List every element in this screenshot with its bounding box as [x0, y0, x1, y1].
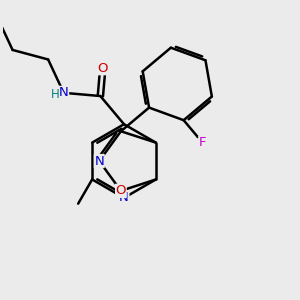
- Text: N: N: [59, 86, 69, 99]
- Text: N: N: [119, 191, 129, 204]
- Text: O: O: [116, 184, 126, 197]
- Text: O: O: [98, 62, 108, 75]
- Text: F: F: [199, 136, 206, 149]
- Text: H: H: [51, 88, 60, 101]
- Text: N: N: [94, 154, 104, 167]
